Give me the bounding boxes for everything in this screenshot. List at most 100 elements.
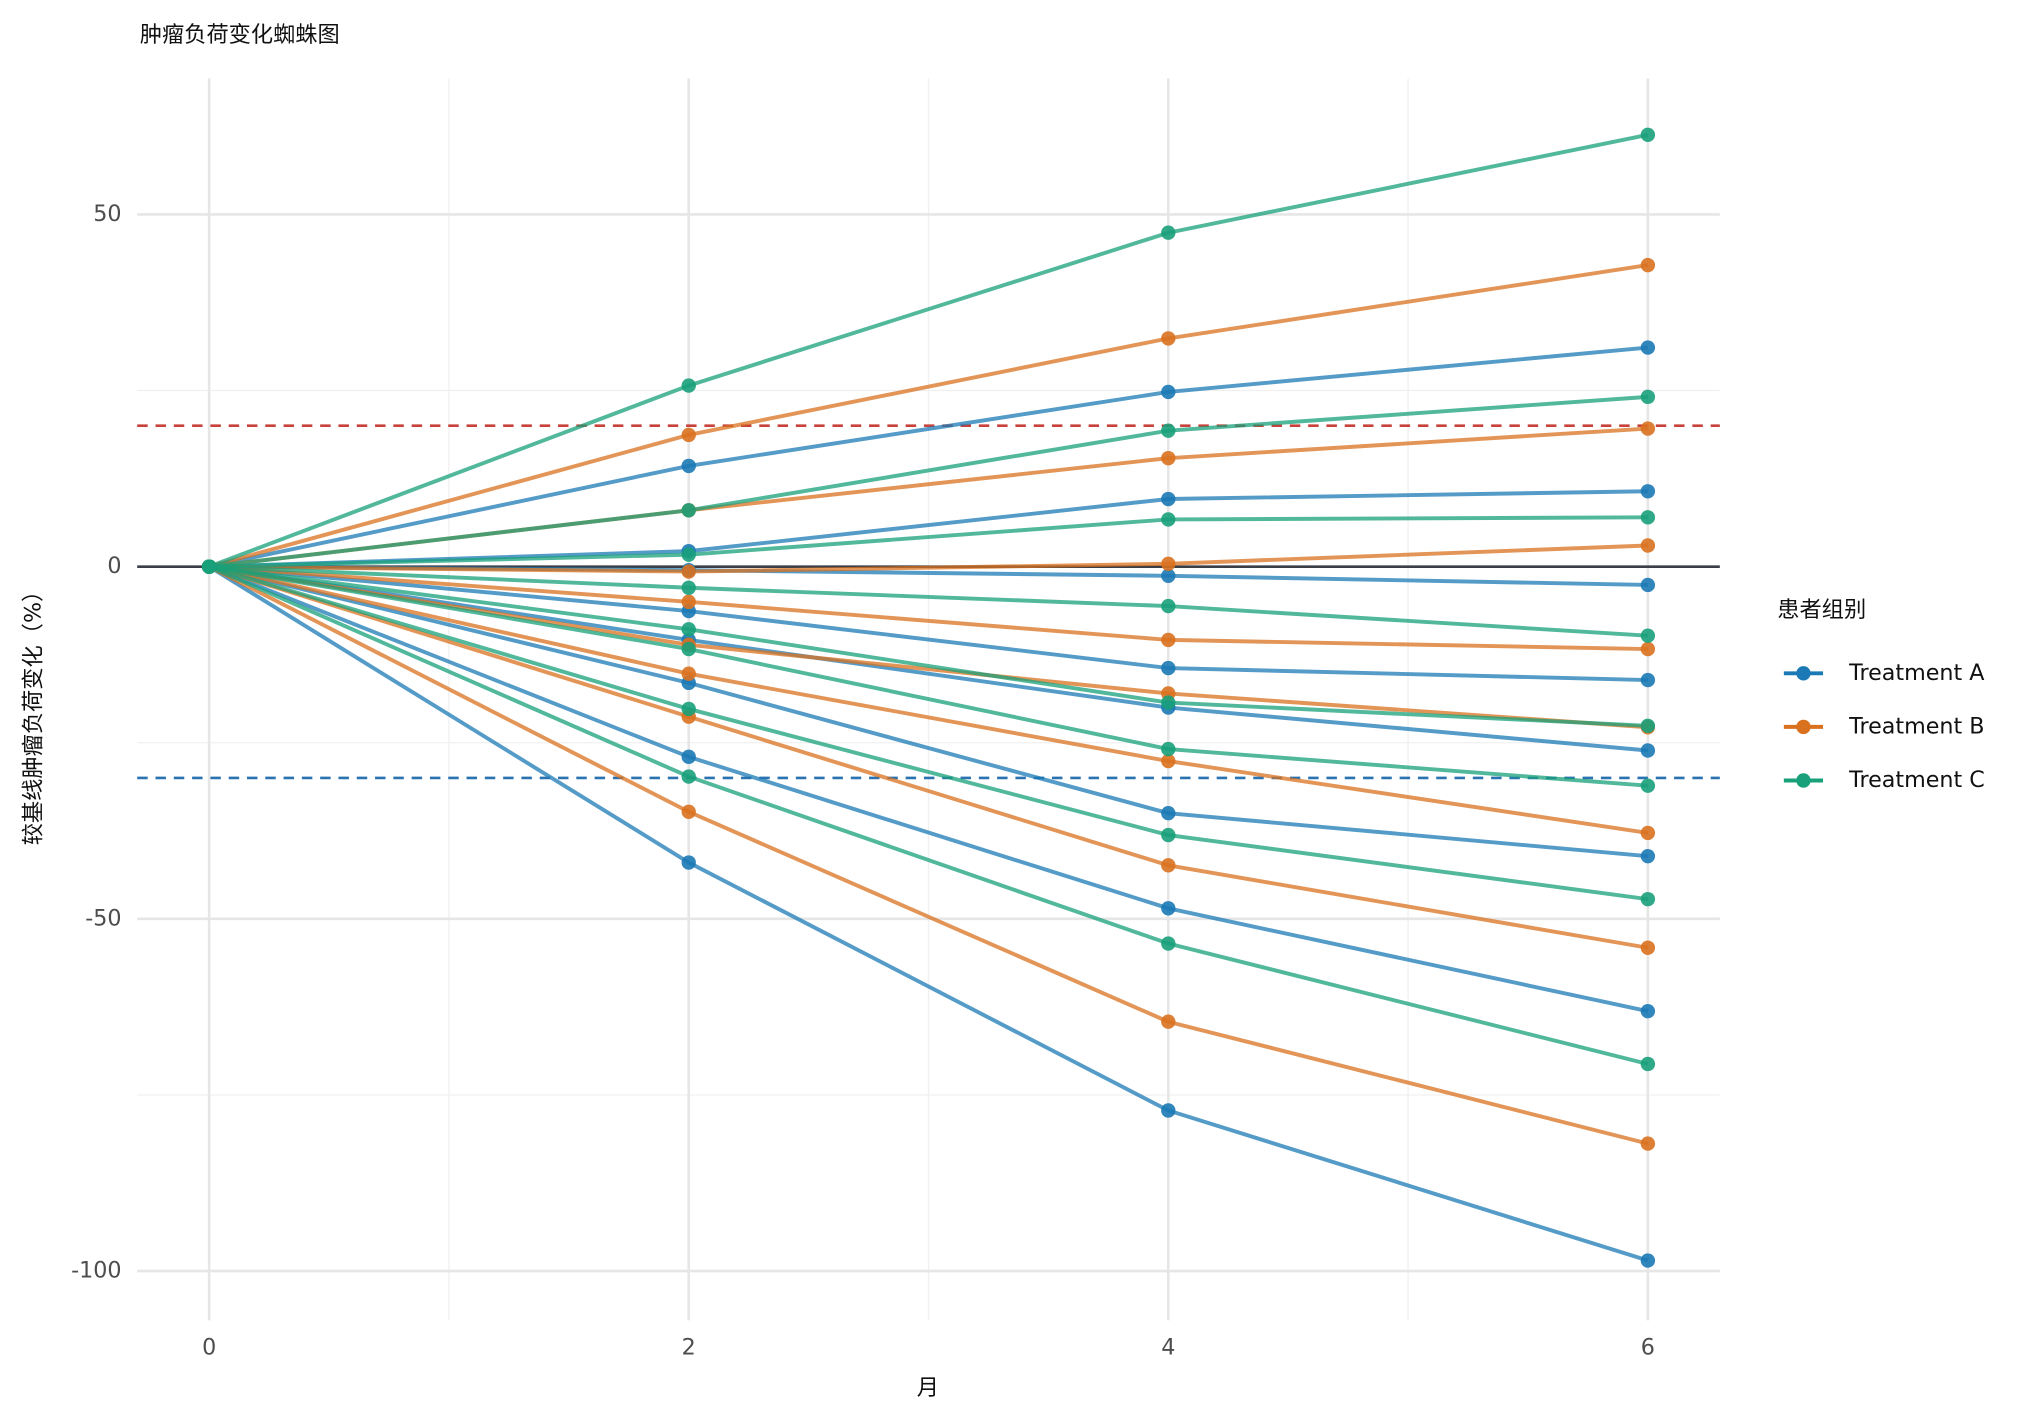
data-point [1640, 718, 1656, 734]
data-point [1640, 421, 1656, 436]
data-point [1640, 778, 1656, 793]
data-point [1161, 491, 1176, 507]
data-point [1161, 1014, 1176, 1029]
data-point [681, 580, 696, 595]
legend-swatch [1796, 773, 1811, 788]
patient-line [208, 564, 1649, 730]
x-tick-label: 6 [1641, 1334, 1655, 1360]
patient-line [208, 263, 1649, 569]
legend-swatch [1796, 719, 1811, 735]
data-point [1640, 577, 1656, 593]
patient-line [208, 564, 1649, 1146]
data-point [1161, 827, 1176, 843]
legend-swatch [1796, 666, 1811, 681]
legend-label: Treatment B [1848, 713, 1984, 739]
patient-line [208, 564, 1648, 728]
data-point [1640, 1056, 1656, 1072]
legend-label: Treatment C [1848, 767, 1985, 793]
data-point [1640, 672, 1656, 688]
patient-line [208, 564, 1649, 1066]
data-point [1640, 940, 1656, 955]
data-point [1161, 632, 1176, 648]
patient-line [209, 543, 1648, 574]
data-point [1640, 641, 1656, 657]
data-point [1161, 225, 1176, 240]
x-axis-label: 月 [917, 1375, 939, 1401]
data-point [1161, 331, 1176, 346]
chart-title: 肿瘤负荷变化蜘蛛图 [140, 22, 340, 48]
data-point [1640, 1253, 1656, 1268]
y-tick-label: 0 [107, 553, 121, 579]
x-tick-label: 0 [202, 1334, 216, 1360]
patient-line [208, 564, 1649, 1014]
data-point [1161, 384, 1176, 400]
data-point [681, 749, 696, 765]
data-point [1161, 901, 1176, 916]
patient-line [208, 564, 1649, 753]
patient-line [208, 564, 1649, 902]
patient-line [208, 564, 1649, 859]
patient-line [208, 345, 1649, 569]
patient-line [208, 564, 1648, 683]
data-point [681, 378, 696, 393]
data-point [1640, 510, 1656, 525]
data-point [681, 458, 696, 474]
data-point [1640, 628, 1656, 643]
data-point [1161, 806, 1176, 821]
data-point [1161, 936, 1176, 951]
data-point [1640, 1003, 1656, 1019]
data-point [681, 666, 696, 681]
data-point [681, 804, 696, 819]
data-point [1161, 660, 1176, 676]
data-point [1640, 127, 1656, 142]
data-point [1161, 741, 1176, 757]
patient-line [209, 564, 1648, 652]
x-tick-label: 4 [1161, 1334, 1175, 1360]
data-point [1161, 1103, 1176, 1118]
data-point [1161, 695, 1176, 710]
data-point [1161, 423, 1176, 438]
data-point [681, 769, 696, 784]
data-point [1161, 512, 1176, 527]
patient-line [208, 564, 1649, 1263]
patient-line [209, 515, 1648, 569]
patient-line [208, 564, 1649, 950]
data-point [681, 641, 696, 657]
data-point [1161, 598, 1176, 614]
data-point [1161, 450, 1176, 466]
data-point [1640, 538, 1656, 553]
data-point [681, 594, 696, 610]
data-point [681, 427, 696, 443]
y-tick-label: 50 [93, 201, 121, 227]
legend-label: Treatment A [1848, 660, 1985, 686]
y-axis-label: 较基线肿瘤负荷变化（%） [20, 580, 46, 846]
data-point [681, 622, 696, 637]
data-point [681, 855, 696, 870]
x-tick-label: 2 [682, 1334, 696, 1360]
data-point [1640, 825, 1656, 841]
data-point [1161, 858, 1176, 873]
data-point [1640, 389, 1656, 405]
patient-line [208, 564, 1649, 788]
data-point [1640, 257, 1656, 273]
patient-line [208, 394, 1649, 569]
data-point [681, 547, 696, 562]
data-point [1640, 743, 1656, 758]
y-tick-label: -100 [71, 1258, 121, 1284]
data-point [1161, 568, 1176, 583]
data-point [1640, 484, 1656, 499]
patient-line [209, 564, 1648, 638]
data-point [1640, 340, 1656, 355]
legend-title: 患者组别 [1777, 597, 1866, 623]
data-point [681, 701, 696, 717]
patient-line [208, 132, 1649, 569]
data-point [1640, 848, 1656, 864]
data-point [1161, 753, 1176, 769]
y-tick-label: -50 [85, 905, 121, 931]
data-point [1161, 556, 1176, 572]
patient-line [208, 564, 1649, 835]
data-point [681, 503, 696, 518]
data-point [1640, 1136, 1656, 1151]
data-point [1640, 891, 1656, 907]
